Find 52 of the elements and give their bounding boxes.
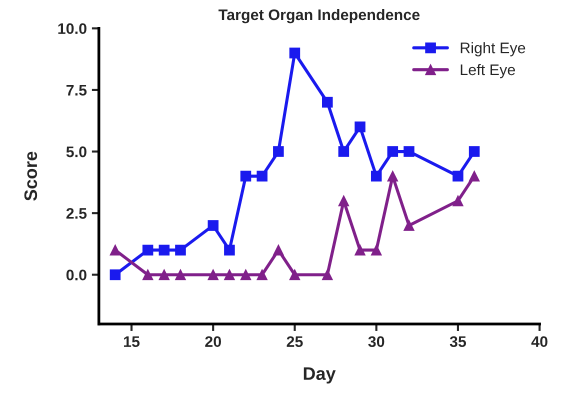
point bbox=[175, 244, 186, 256]
point bbox=[354, 122, 366, 132]
legend-label: Right Eye bbox=[460, 42, 526, 56]
point bbox=[387, 146, 398, 157]
y-tick-label: 10.0 bbox=[58, 23, 86, 34]
point bbox=[158, 244, 170, 256]
point bbox=[110, 269, 121, 280]
y-tick-label: 0.0 bbox=[66, 270, 86, 280]
point bbox=[289, 269, 300, 280]
point bbox=[338, 195, 350, 206]
y-tick-label: 2.5 bbox=[66, 208, 87, 219]
point bbox=[142, 269, 154, 280]
point bbox=[208, 220, 219, 231]
x-tick-label: 40 bbox=[531, 336, 548, 348]
legend-label: Left Eye bbox=[460, 64, 515, 78]
point bbox=[354, 244, 366, 256]
point bbox=[452, 170, 464, 182]
point bbox=[142, 244, 154, 256]
point bbox=[224, 269, 235, 280]
x-tick-label: 30 bbox=[368, 336, 384, 348]
point bbox=[110, 244, 121, 256]
y-tick-label: 7.5 bbox=[66, 84, 87, 96]
point bbox=[404, 220, 414, 231]
point bbox=[387, 170, 398, 182]
point bbox=[240, 269, 252, 280]
point bbox=[256, 269, 268, 280]
x-tick-label: 15 bbox=[124, 336, 140, 348]
point bbox=[224, 244, 235, 256]
point bbox=[322, 269, 333, 280]
point bbox=[370, 244, 382, 256]
point bbox=[404, 146, 414, 157]
point bbox=[468, 170, 480, 182]
x-tick-label: 25 bbox=[286, 336, 303, 348]
point bbox=[338, 146, 350, 157]
point bbox=[322, 96, 333, 108]
x-tick-label: 20 bbox=[205, 336, 221, 348]
point bbox=[273, 146, 284, 157]
point bbox=[370, 170, 382, 182]
x-axis-title: Day bbox=[304, 367, 336, 384]
point bbox=[468, 146, 480, 157]
point bbox=[452, 195, 464, 206]
x-tick-label: 35 bbox=[450, 336, 466, 348]
point bbox=[158, 269, 170, 280]
point bbox=[273, 244, 284, 256]
point bbox=[256, 170, 268, 182]
y-axis-title: Score bbox=[24, 152, 38, 201]
chart-title: Target Organ Independence bbox=[218, 8, 420, 24]
point bbox=[240, 170, 252, 182]
point bbox=[175, 269, 186, 280]
point bbox=[208, 269, 219, 280]
point bbox=[289, 48, 300, 58]
y-tick-label: 5.0 bbox=[66, 146, 86, 158]
